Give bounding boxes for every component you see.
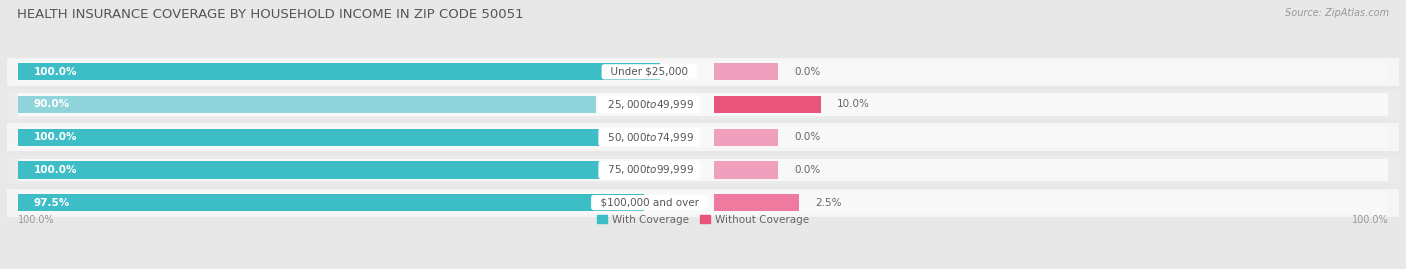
Bar xyxy=(18,192,1388,214)
Text: 100.0%: 100.0% xyxy=(1351,215,1388,225)
Bar xyxy=(18,161,661,179)
Text: $100,000 and over: $100,000 and over xyxy=(593,198,706,208)
Text: 100.0%: 100.0% xyxy=(18,215,55,225)
Text: $75,000 to $99,999: $75,000 to $99,999 xyxy=(600,163,697,176)
Bar xyxy=(18,126,1388,148)
Bar xyxy=(714,96,821,113)
Legend: With Coverage, Without Coverage: With Coverage, Without Coverage xyxy=(592,210,814,229)
Bar xyxy=(18,129,661,146)
Text: HEALTH INSURANCE COVERAGE BY HOUSEHOLD INCOME IN ZIP CODE 50051: HEALTH INSURANCE COVERAGE BY HOUSEHOLD I… xyxy=(17,8,523,21)
Text: $50,000 to $74,999: $50,000 to $74,999 xyxy=(600,131,697,144)
Bar xyxy=(7,156,1399,184)
Bar xyxy=(714,194,800,211)
Bar xyxy=(714,129,778,146)
Bar xyxy=(18,61,1388,83)
Text: 97.5%: 97.5% xyxy=(34,198,70,208)
Text: 0.0%: 0.0% xyxy=(794,67,820,77)
Bar xyxy=(7,58,1399,86)
Bar xyxy=(18,159,1388,181)
Text: 100.0%: 100.0% xyxy=(34,67,77,77)
Bar xyxy=(18,96,596,113)
Text: 10.0%: 10.0% xyxy=(837,100,870,109)
Text: 0.0%: 0.0% xyxy=(794,132,820,142)
Text: 100.0%: 100.0% xyxy=(34,165,77,175)
Text: Under $25,000: Under $25,000 xyxy=(605,67,695,77)
Bar xyxy=(18,194,644,211)
Bar xyxy=(7,189,1399,217)
Bar xyxy=(7,123,1399,151)
Bar xyxy=(18,93,1388,116)
Text: 100.0%: 100.0% xyxy=(34,132,77,142)
Bar xyxy=(18,63,661,80)
Text: $25,000 to $49,999: $25,000 to $49,999 xyxy=(600,98,697,111)
Bar xyxy=(7,90,1399,119)
Text: 0.0%: 0.0% xyxy=(794,165,820,175)
Bar xyxy=(714,161,778,179)
Text: Source: ZipAtlas.com: Source: ZipAtlas.com xyxy=(1285,8,1389,18)
Text: 2.5%: 2.5% xyxy=(815,198,842,208)
Bar xyxy=(714,63,778,80)
Text: 90.0%: 90.0% xyxy=(34,100,70,109)
